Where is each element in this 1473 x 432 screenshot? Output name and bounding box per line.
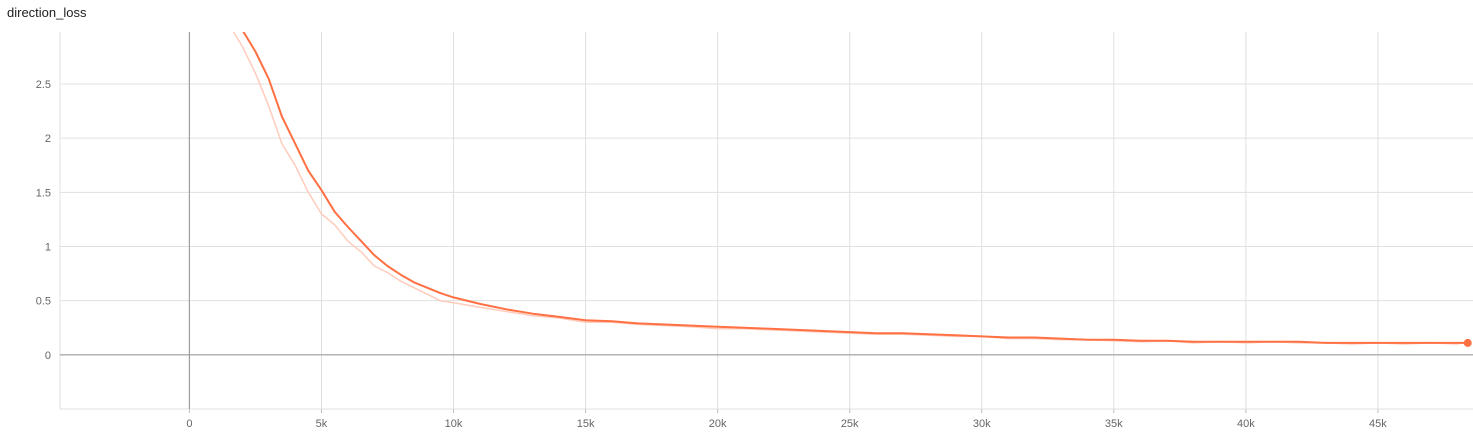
x-tick-label: 40k bbox=[1237, 418, 1255, 430]
x-tick-label: 30k bbox=[973, 418, 991, 430]
label-layer: 0 5k 10k 15k 20k 25k 30k 35k 40k 45k 0 0.5 1 1.5 2 2.5 bbox=[36, 79, 1388, 430]
axis-layer bbox=[59, 32, 1473, 413]
x-tick-label: 0 bbox=[186, 418, 192, 430]
series-layer bbox=[232, 32, 1472, 347]
y-tick-label: 0 bbox=[45, 350, 51, 362]
y-tick-label: 2 bbox=[45, 133, 51, 145]
x-tick-label: 35k bbox=[1105, 418, 1123, 430]
x-tick-label: 15k bbox=[577, 418, 595, 430]
x-tick-label: 20k bbox=[709, 418, 727, 430]
smoothed-series-line bbox=[242, 32, 1469, 344]
chart-title: direction_loss bbox=[7, 5, 87, 20]
x-tick-label: 45k bbox=[1369, 418, 1387, 430]
series-end-point[interactable] bbox=[1463, 338, 1472, 347]
raw-series-line bbox=[232, 32, 1469, 345]
x-tick-label: 10k bbox=[445, 418, 463, 430]
x-tick-label: 25k bbox=[841, 418, 859, 430]
y-tick-label: 2.5 bbox=[36, 79, 51, 91]
y-tick-label: 0.5 bbox=[36, 296, 51, 308]
y-tick-label: 1 bbox=[45, 242, 51, 254]
x-tick-label: 5k bbox=[316, 418, 328, 430]
y-tick-label: 1.5 bbox=[36, 187, 51, 199]
